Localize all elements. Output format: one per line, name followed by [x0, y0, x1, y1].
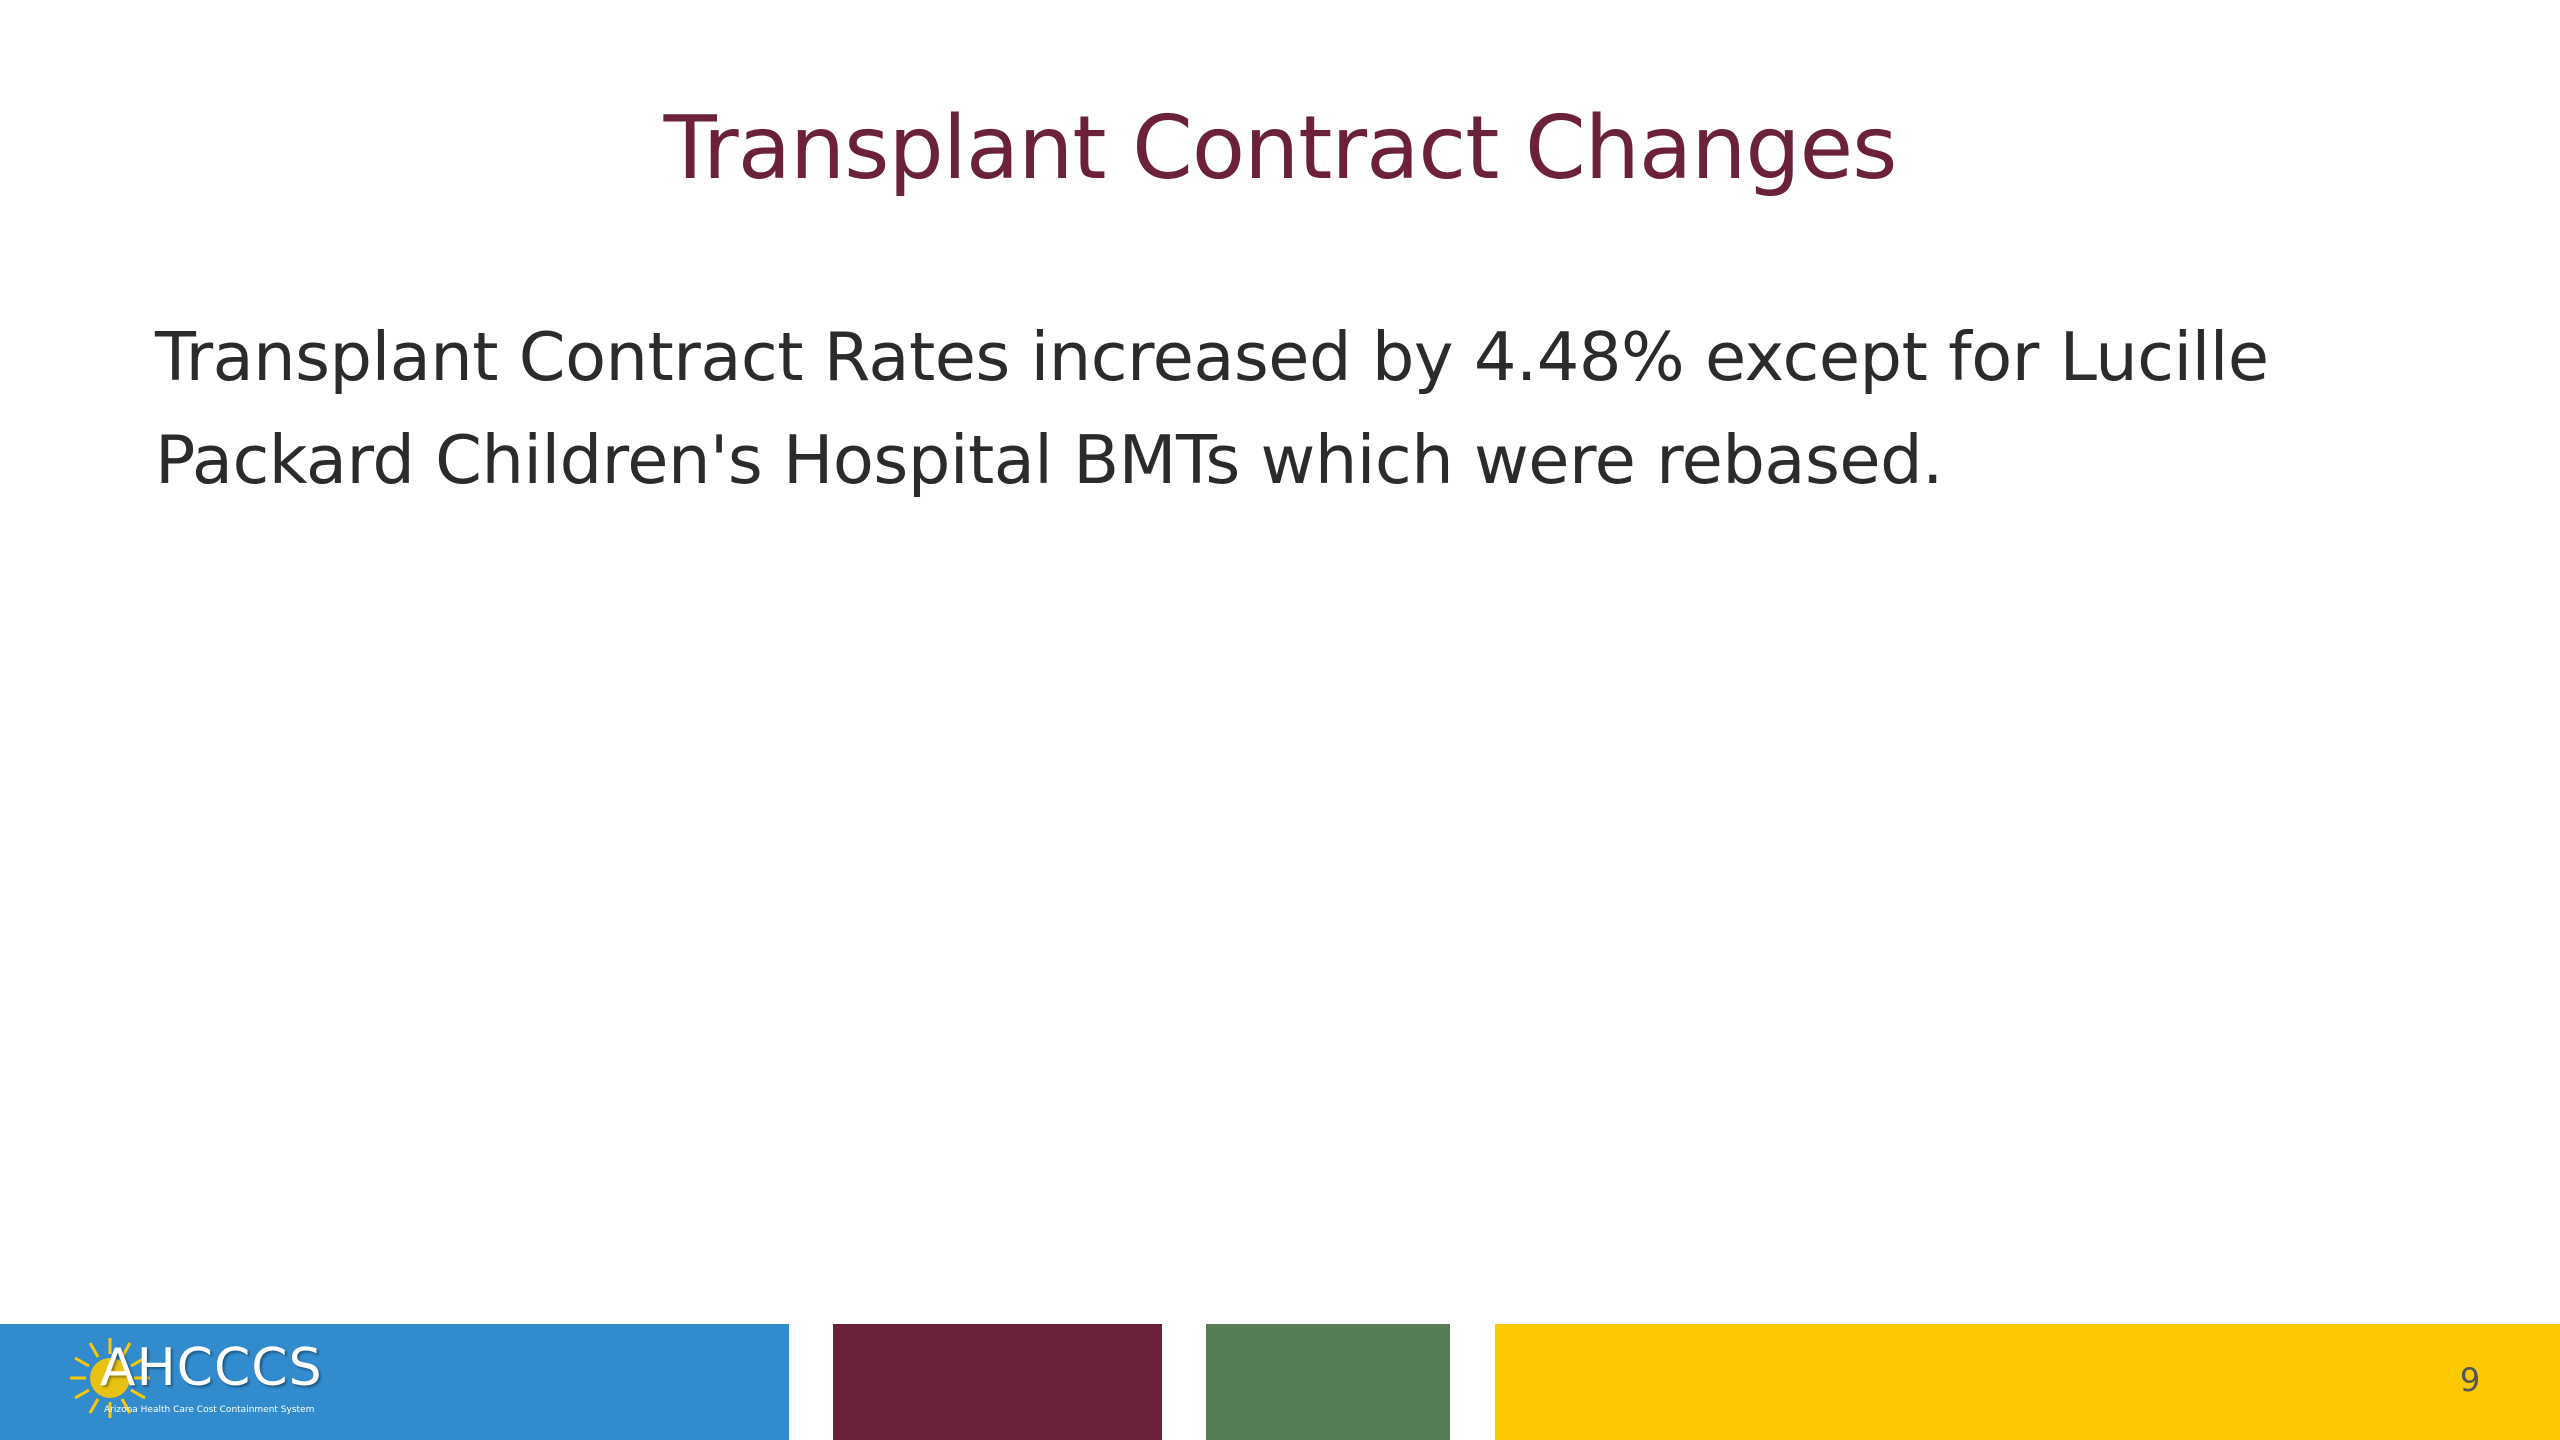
slide-body-text: Transplant Contract Rates increased by 4…: [155, 318, 2269, 499]
sun-icon: [70, 1338, 150, 1418]
footer-yellow-block: 9: [1495, 1324, 2560, 1440]
logo-wordmark: AHCCCS: [100, 1338, 323, 1398]
footer-green-block: [1206, 1324, 1450, 1440]
logo-tagline: Arizona Health Care Cost Containment Sys…: [104, 1405, 315, 1415]
ahcccs-logo: AHCCCS Arizona Health Care Cost Containm…: [64, 1324, 424, 1440]
footer-maroon-block: [833, 1324, 1162, 1440]
footer-blue-block: AHCCCS Arizona Health Care Cost Containm…: [0, 1324, 789, 1440]
footer-color-bar: AHCCCS Arizona Health Care Cost Containm…: [0, 1324, 2560, 1440]
slide-title: Transplant Contract Changes: [663, 97, 1898, 199]
page-number: 9: [2459, 1361, 2481, 1399]
